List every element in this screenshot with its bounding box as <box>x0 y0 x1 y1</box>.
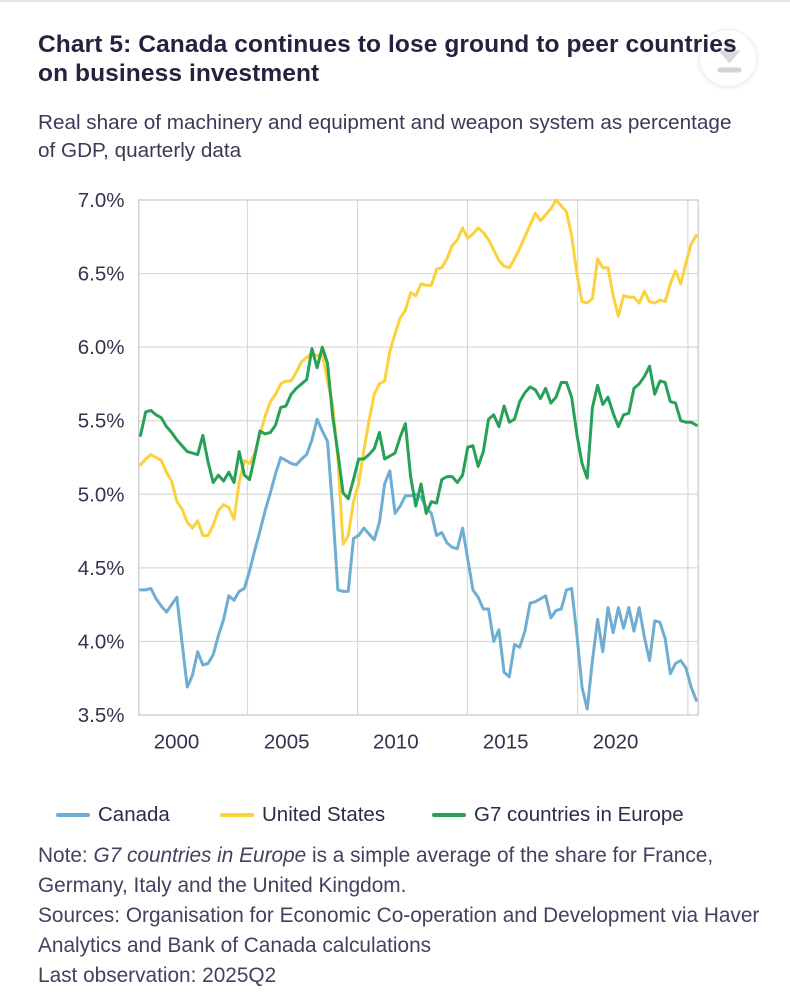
download-chart-button[interactable] <box>699 29 757 87</box>
x-axis-label: 2015 <box>483 731 529 754</box>
y-axis-label: 4.5% <box>78 557 125 580</box>
x-axis-label: 2000 <box>154 731 200 754</box>
series-canada <box>139 417 698 711</box>
series-g7-countries-in-europe <box>139 345 698 515</box>
note-prefix: Note: <box>38 844 94 867</box>
title-line-2: on business investment <box>38 60 320 87</box>
download-icon <box>717 40 742 73</box>
legend-label-canada: Canada <box>98 803 170 826</box>
y-axis-label: 6.5% <box>78 263 125 286</box>
y-axis-label: 7.0% <box>78 189 125 212</box>
y-axis-label: 3.5% <box>78 704 125 727</box>
legend-label-united-states: United States <box>262 803 386 826</box>
legend-label-g7-europe: G7 countries in Europe <box>474 803 684 826</box>
chart-subtitle: Real share of machinery and equipment an… <box>38 109 758 165</box>
last-observation-text: Last observation: 2025Q2 <box>38 961 778 991</box>
note-line-2: Germany, Italy and the United Kingdom. <box>38 874 407 897</box>
top-divider <box>0 0 790 2</box>
note-italic-term: G7 countries in Europe <box>93 844 307 867</box>
legend-swatch-canada <box>56 813 90 817</box>
y-axis-label: 4.0% <box>78 630 125 653</box>
title-line-1: Chart 5: Canada continues to lose ground… <box>38 31 737 58</box>
x-axis-label: 2010 <box>373 731 419 754</box>
chart-notes: Note: G7 countries in Europe is a simple… <box>38 841 778 991</box>
legend-swatch-g7-europe <box>432 813 466 817</box>
series-united-states <box>139 198 698 546</box>
chart-plot-area[interactable]: 3.5% 4.0% 4.5% 5.0% 5.5% 6.0% 6.5% 7.0% 2000 2005… <box>0 0 790 790</box>
note-text: Note: G7 countries in Europe is a simple… <box>38 841 778 901</box>
legend-swatch-united-states <box>220 813 254 817</box>
chart-title: Chart 5: Canada continues to lose ground… <box>38 30 790 88</box>
sources-line-1: Sources: Organisation for Economic Co-op… <box>38 904 760 927</box>
x-axis-label: 2005 <box>264 731 310 754</box>
y-axis-label: 5.5% <box>78 410 125 433</box>
y-axis-label: 5.0% <box>78 483 125 506</box>
plot-border <box>138 199 699 716</box>
subtitle-line-1: Real share of machinery and equipment an… <box>38 111 732 134</box>
y-axis-label: 6.0% <box>78 336 125 359</box>
sources-text: Sources: Organisation for Economic Co-op… <box>38 901 778 961</box>
chart-legend: Canada United States G7 countries in Eur… <box>0 804 790 826</box>
sources-line-2: Analytics and Bank of Canada calculation… <box>38 934 432 957</box>
subtitle-line-2: of GDP, quarterly data <box>38 139 242 162</box>
last-observation-value: Last observation: 2025Q2 <box>38 964 277 987</box>
x-axis-label: 2020 <box>593 731 639 754</box>
note-line-1-rest: is a simple average of the share for Fra… <box>306 844 714 867</box>
